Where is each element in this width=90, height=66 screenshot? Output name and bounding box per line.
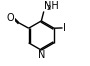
Text: N: N — [38, 50, 45, 60]
Text: 2: 2 — [47, 5, 51, 11]
Text: I: I — [63, 23, 66, 33]
Text: O: O — [6, 13, 14, 23]
Text: NH: NH — [44, 1, 59, 11]
